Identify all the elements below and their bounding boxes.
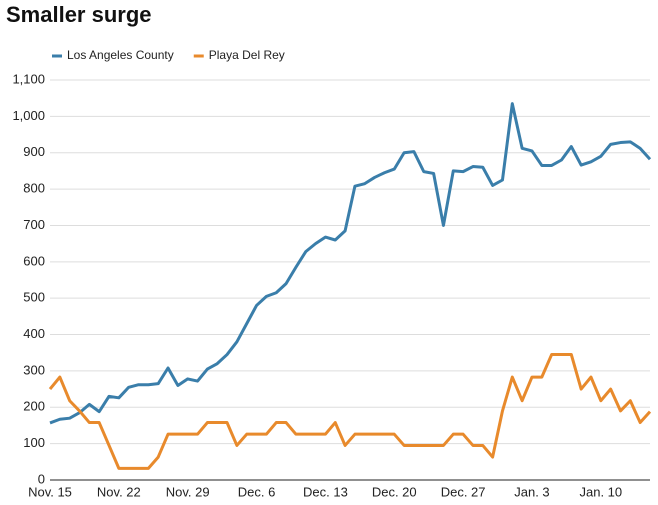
x-tick-label: Jan. 3	[514, 484, 549, 499]
y-tick-label: 500	[23, 290, 45, 305]
y-tick-label: 700	[23, 217, 45, 232]
series-line	[49, 102, 652, 425]
chart-title: Smaller surge	[6, 2, 152, 27]
y-tick-label: 600	[23, 253, 45, 268]
y-tick-label: 300	[23, 362, 45, 377]
y-tick-label: 900	[23, 144, 45, 159]
x-tick-label: Dec. 13	[303, 484, 348, 499]
y-tick-label: 400	[23, 326, 45, 341]
x-tick-label: Dec. 27	[441, 484, 486, 499]
y-tick-label: 200	[23, 399, 45, 414]
legend-label: Los Angeles County	[67, 48, 174, 62]
legend-label: Playa Del Rey	[209, 48, 285, 62]
y-tick-label: 100	[23, 435, 45, 450]
x-tick-label: Dec. 20	[372, 484, 417, 499]
x-tick-label: Nov. 15	[28, 484, 72, 499]
x-tick-label: Nov. 22	[97, 484, 141, 499]
y-tick-label: 1,100	[12, 71, 45, 86]
series-line	[48, 353, 652, 470]
y-tick-label: 800	[23, 181, 45, 196]
x-tick-label: Dec. 6	[238, 484, 276, 499]
x-tick-label: Jan. 10	[579, 484, 622, 499]
y-tick-label: 0	[38, 471, 45, 486]
y-tick-label: 1,000	[12, 108, 45, 123]
x-tick-label: Nov. 29	[166, 484, 210, 499]
